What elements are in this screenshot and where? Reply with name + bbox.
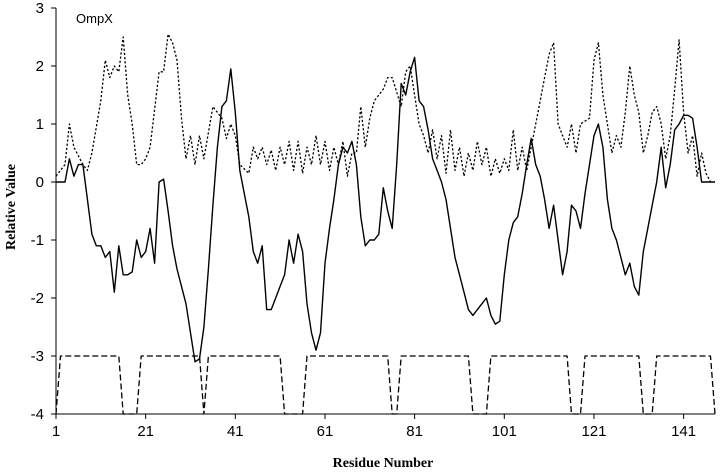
- y-tick-label: 3: [36, 0, 44, 17]
- x-tick-label: 141: [671, 423, 696, 440]
- y-tick-label: 0: [36, 174, 44, 191]
- chart-annotation: OmpX: [76, 11, 113, 26]
- x-tick-label: 121: [581, 423, 606, 440]
- labels-layer: OmpX Residue Number Relative Value: [4, 11, 433, 471]
- y-tick-label: 1: [36, 116, 44, 133]
- x-tick-label: 1: [52, 423, 60, 440]
- x-tick-label: 81: [406, 423, 423, 440]
- x-tick-label: 61: [317, 423, 334, 440]
- y-tick-label: -3: [31, 348, 44, 365]
- series-layer: [55, 33, 716, 415]
- y-tick-label: 2: [36, 58, 44, 75]
- y-tick-label: -2: [31, 290, 44, 307]
- x-tick-label: 101: [492, 423, 517, 440]
- y-axis-title: Relative Value: [4, 164, 19, 250]
- y-tick-label: -4: [31, 406, 44, 423]
- x-tick-label: 21: [137, 423, 154, 440]
- y-tick-label: -1: [31, 232, 44, 249]
- series-line-dashed: [55, 355, 716, 415]
- series-line-solid: [56, 56, 715, 363]
- x-axis-title: Residue Number: [333, 456, 434, 471]
- x-tick-label: 41: [227, 423, 244, 440]
- series-line-dotted: [55, 33, 712, 183]
